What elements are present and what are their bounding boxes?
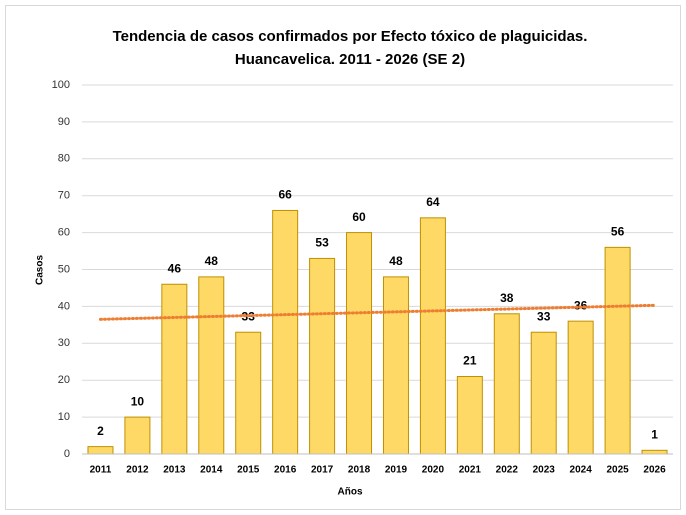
data-label: 38 — [500, 291, 514, 305]
bar — [419, 217, 446, 455]
x-tick-label: 2014 — [200, 465, 223, 476]
bar — [456, 376, 483, 455]
data-label: 2 — [97, 424, 104, 438]
x-tick-label: 2026 — [643, 465, 666, 476]
x-tick-label: 2019 — [385, 465, 408, 476]
data-label: 66 — [278, 188, 292, 202]
data-label: 48 — [389, 254, 403, 268]
bar — [124, 416, 151, 455]
bar — [382, 276, 409, 455]
bar — [604, 246, 631, 455]
y-tick-label: 100 — [52, 79, 70, 91]
data-label: 36 — [574, 298, 588, 312]
bar — [272, 209, 299, 455]
bar — [641, 449, 668, 455]
trendline — [98, 303, 657, 321]
bar — [493, 313, 520, 455]
x-tick-label: 2011 — [90, 465, 112, 476]
data-label: 1 — [651, 427, 658, 441]
x-tick-label: 2020 — [422, 465, 445, 476]
bar — [161, 283, 188, 455]
x-tick-label: 2023 — [533, 465, 556, 476]
x-tick-label: 2021 — [459, 465, 482, 476]
data-label: 46 — [168, 261, 182, 275]
x-axis-label: Años — [338, 487, 363, 498]
data-label: 60 — [352, 210, 366, 224]
y-tick-label: 70 — [58, 190, 70, 202]
y-tick-label: 0 — [64, 448, 70, 460]
chart-title: Huancavelica. 2011 - 2026 (SE 2) — [235, 51, 465, 68]
data-label: 21 — [463, 354, 477, 368]
x-tick-label: 2022 — [496, 465, 519, 476]
data-label: 33 — [537, 309, 551, 323]
y-tick-label: 50 — [58, 263, 70, 275]
x-tick-label: 2018 — [348, 465, 371, 476]
x-tick-label: 2025 — [606, 465, 629, 476]
x-tick-label: 2016 — [274, 465, 297, 476]
x-tick-label: 2012 — [126, 465, 149, 476]
y-tick-label: 60 — [58, 227, 70, 239]
y-tick-label: 80 — [58, 153, 70, 165]
y-tick-label: 10 — [58, 411, 70, 423]
bar — [87, 446, 114, 455]
bar — [198, 276, 225, 455]
y-tick-label: 90 — [58, 116, 70, 128]
bar — [530, 331, 557, 455]
y-tick-label: 40 — [58, 300, 70, 312]
x-tick-label: 2015 — [237, 465, 260, 476]
bar — [567, 320, 594, 455]
y-tick-label: 20 — [58, 374, 70, 386]
y-tick-label: 30 — [58, 337, 70, 349]
bar — [309, 257, 336, 455]
x-tick-label: 2024 — [570, 465, 593, 476]
x-tick-label: 2017 — [311, 465, 334, 476]
data-label: 64 — [426, 195, 440, 209]
y-axis-label: Casos — [35, 255, 46, 285]
bar — [235, 331, 262, 455]
data-label: 10 — [131, 394, 145, 408]
chart-title: Tendencia de casos confirmados por Efect… — [113, 28, 588, 45]
data-label: 48 — [205, 254, 219, 268]
data-label: 56 — [611, 225, 625, 239]
x-tick-label: 2013 — [163, 465, 186, 476]
data-label: 53 — [315, 236, 329, 250]
bar — [346, 232, 373, 455]
